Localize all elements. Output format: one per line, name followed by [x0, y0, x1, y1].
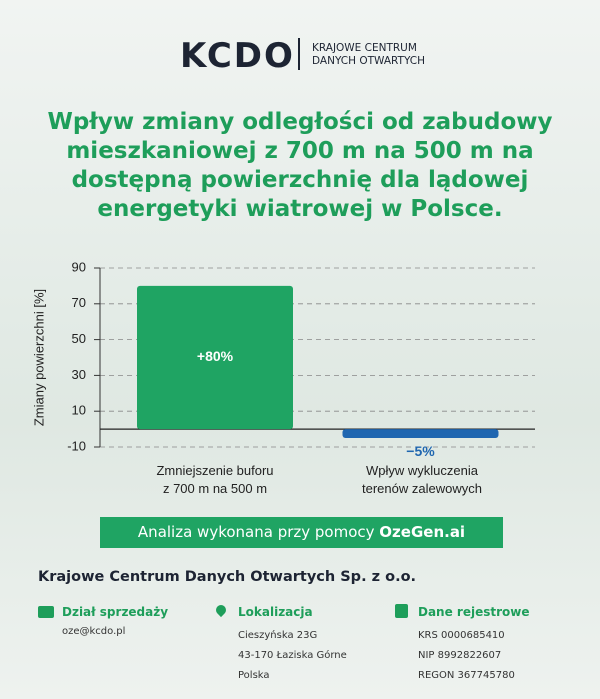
- divider: [298, 38, 300, 70]
- footer-line: 43-170 Łaziska Górne: [238, 650, 347, 661]
- footer-line: KRS 0000685410: [418, 630, 505, 641]
- org-name: DANYCH OTWARTYCH: [312, 55, 426, 67]
- data-label: +80%: [197, 348, 234, 364]
- x-tick-label: Wpływ wykluczenia terenów zalewowych: [362, 463, 482, 496]
- y-tick-label: 10: [72, 403, 86, 418]
- footer-line: oze@kcdo.pl: [62, 626, 126, 637]
- org-name: KRAJOWE CENTRUM: [312, 42, 417, 54]
- company-name: Krajowe Centrum Danych Otwartych Sp. z o…: [38, 569, 417, 585]
- y-axis-label: Zmiany powierzchni [%]: [31, 289, 46, 426]
- footer-line: REGON 367745780: [418, 670, 515, 681]
- footer-line: Polska: [238, 670, 270, 681]
- y-tick-label: 70: [72, 295, 86, 310]
- y-tick-label: 90: [72, 259, 86, 274]
- x-tick-label: Zmniejszenie buforu z 700 m na 500 m: [156, 463, 274, 496]
- footer-title: Dział sprzedaży: [62, 605, 169, 619]
- data-label: −5%: [406, 443, 435, 459]
- y-tick-label: -10: [67, 438, 86, 453]
- footer-title: Lokalizacja: [238, 605, 313, 619]
- footer-line: Cieszyńska 23G: [238, 630, 318, 641]
- doc-icon: [395, 604, 408, 618]
- banner: Analiza wykonana przy pomocy OzeGen.ai: [100, 517, 503, 548]
- banner-text: Analiza wykonana przy pomocy: [137, 523, 375, 541]
- chart-title: Wpływ zmiany odległości od zabudowy mies…: [47, 109, 553, 222]
- banner-brand: OzeGen.ai: [379, 523, 466, 541]
- bar: [342, 429, 499, 439]
- logo: KCDO: [180, 36, 295, 76]
- y-tick-label: 30: [72, 367, 86, 382]
- mail-icon: [38, 606, 54, 618]
- footer-line: NIP 8992822607: [418, 650, 502, 661]
- bar: [137, 285, 293, 430]
- footer-title: Dane rejestrowe: [418, 605, 530, 619]
- y-tick-label: 50: [72, 331, 86, 346]
